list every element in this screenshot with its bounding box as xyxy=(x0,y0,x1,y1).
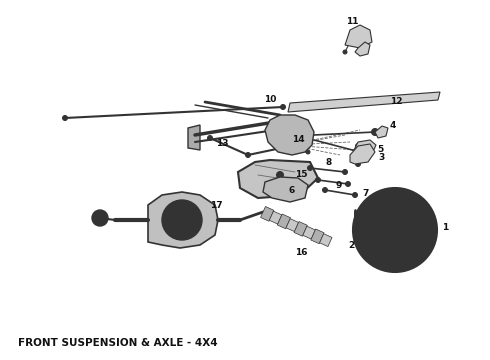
Text: 5: 5 xyxy=(377,145,383,154)
Polygon shape xyxy=(294,221,307,236)
Text: 17: 17 xyxy=(210,201,222,210)
Text: 15: 15 xyxy=(295,170,308,179)
Polygon shape xyxy=(350,144,375,164)
Circle shape xyxy=(207,135,213,140)
Circle shape xyxy=(383,218,407,242)
Polygon shape xyxy=(286,219,298,231)
Text: FRONT SUSPENSION & AXLE - 4X4: FRONT SUSPENSION & AXLE - 4X4 xyxy=(18,338,218,348)
Text: 2: 2 xyxy=(348,241,354,250)
Circle shape xyxy=(352,193,358,198)
Circle shape xyxy=(370,205,420,255)
Polygon shape xyxy=(265,115,314,155)
Circle shape xyxy=(92,210,108,226)
Text: 11: 11 xyxy=(346,17,358,26)
Circle shape xyxy=(360,195,430,265)
Text: 6: 6 xyxy=(288,186,294,195)
Circle shape xyxy=(162,200,202,240)
Circle shape xyxy=(358,149,363,154)
Circle shape xyxy=(343,170,347,175)
Circle shape xyxy=(322,188,327,193)
Polygon shape xyxy=(270,211,282,224)
Text: 4: 4 xyxy=(390,121,396,130)
Circle shape xyxy=(343,50,347,54)
Text: 1: 1 xyxy=(442,223,448,232)
Circle shape xyxy=(356,162,361,166)
Polygon shape xyxy=(303,226,315,239)
Circle shape xyxy=(280,144,284,148)
Text: 9: 9 xyxy=(335,181,342,190)
Circle shape xyxy=(356,144,361,148)
Text: 8: 8 xyxy=(325,158,331,167)
Polygon shape xyxy=(238,160,318,198)
Circle shape xyxy=(390,225,400,235)
Text: 14: 14 xyxy=(292,135,304,144)
Polygon shape xyxy=(311,229,324,244)
Text: 10: 10 xyxy=(264,95,276,104)
Polygon shape xyxy=(188,125,200,150)
Circle shape xyxy=(245,153,250,158)
Circle shape xyxy=(345,181,350,186)
Polygon shape xyxy=(148,192,218,248)
Polygon shape xyxy=(345,25,372,48)
Circle shape xyxy=(170,208,194,232)
Text: 7: 7 xyxy=(362,189,368,198)
Text: 16: 16 xyxy=(295,248,308,257)
Text: 3: 3 xyxy=(378,153,384,162)
Text: 13: 13 xyxy=(216,139,228,148)
Circle shape xyxy=(308,166,313,171)
Polygon shape xyxy=(354,140,376,158)
Polygon shape xyxy=(261,207,274,221)
Circle shape xyxy=(316,177,320,183)
Circle shape xyxy=(177,215,187,225)
Circle shape xyxy=(353,188,437,272)
Polygon shape xyxy=(263,177,308,202)
Circle shape xyxy=(280,104,286,109)
Circle shape xyxy=(276,171,284,179)
Circle shape xyxy=(371,129,378,135)
Polygon shape xyxy=(375,126,388,138)
Circle shape xyxy=(277,189,283,195)
Polygon shape xyxy=(288,92,440,112)
Circle shape xyxy=(306,150,310,154)
Circle shape xyxy=(63,116,68,121)
Polygon shape xyxy=(319,234,332,247)
Polygon shape xyxy=(355,42,370,56)
Text: 12: 12 xyxy=(390,97,402,106)
Polygon shape xyxy=(277,214,291,229)
